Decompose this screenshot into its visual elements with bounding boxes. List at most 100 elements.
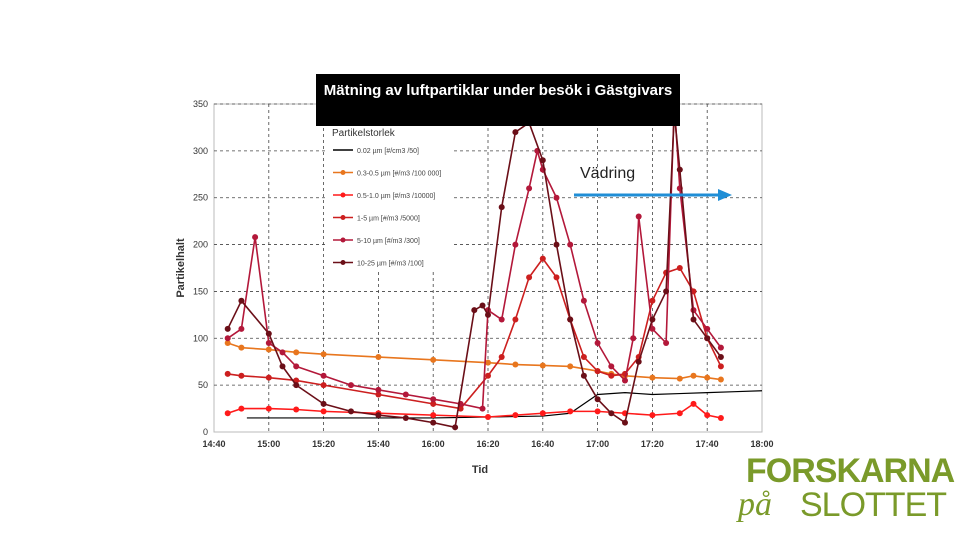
data-point	[704, 412, 711, 419]
data-point	[265, 330, 272, 337]
series-line	[246, 390, 763, 419]
data-point	[238, 297, 245, 304]
data-point	[430, 412, 437, 419]
x-tick-label: 15:40	[367, 439, 390, 449]
chart-legend: Partikelstorlek 0.02 µm [#/cm3 /50] 0.3-0…	[326, 122, 454, 270]
y-tick-label: 200	[193, 240, 208, 250]
data-point	[224, 339, 231, 346]
data-point	[608, 410, 615, 417]
data-point	[594, 339, 601, 346]
x-tick-label: 15:20	[312, 439, 335, 449]
series-layer	[224, 101, 763, 431]
data-point	[498, 354, 505, 361]
series-line	[227, 342, 722, 381]
y-axis-label: Partikelhalt	[175, 238, 187, 298]
x-tick-label: 16:00	[422, 439, 445, 449]
y-tick-label: 0	[203, 427, 208, 437]
series-line	[227, 403, 722, 419]
x-tick-label: 15:00	[257, 439, 280, 449]
series-1	[224, 339, 724, 383]
data-point	[238, 325, 245, 332]
data-point	[279, 349, 286, 356]
x-tick-label: 18:00	[750, 439, 773, 449]
x-tick-label: 17:20	[641, 439, 664, 449]
vadring-label: Vädring	[580, 165, 635, 182]
y-tick-label: 350	[193, 99, 208, 109]
data-point	[430, 419, 437, 426]
legend-marker	[340, 260, 346, 265]
data-point	[539, 410, 546, 417]
data-point	[375, 412, 382, 419]
y-tick-label: 300	[193, 146, 208, 156]
data-point	[485, 372, 491, 379]
data-point	[608, 363, 615, 370]
data-point	[320, 400, 327, 407]
data-point	[526, 274, 533, 281]
data-point	[649, 316, 656, 323]
data-point	[320, 351, 327, 358]
data-point	[498, 316, 505, 323]
data-point	[452, 424, 459, 431]
data-point	[676, 265, 683, 271]
y-tick-label: 250	[193, 193, 208, 203]
data-point	[320, 408, 327, 415]
legend-entry: 0.5-1.0 µm [#/m3 /10000]	[357, 193, 435, 200]
data-point	[265, 339, 272, 346]
data-point	[676, 375, 683, 382]
data-point	[539, 362, 546, 369]
vadring-annotation: Vädring	[574, 165, 732, 201]
x-axis-label: Tid	[472, 464, 488, 476]
series-line	[226, 112, 722, 429]
data-point	[630, 335, 637, 342]
data-point	[717, 354, 724, 361]
legend-marker	[340, 192, 346, 198]
data-point	[498, 204, 505, 211]
data-point	[649, 412, 656, 419]
series-line	[227, 257, 722, 410]
data-point	[402, 414, 409, 421]
legend-marker	[340, 237, 346, 243]
data-point	[293, 406, 300, 413]
data-point	[553, 194, 560, 201]
data-point	[265, 405, 272, 412]
legend-entry: 0.02 µm [#/cm3 /50]	[357, 148, 419, 155]
data-point	[649, 297, 656, 304]
data-point	[375, 386, 382, 393]
data-point	[348, 408, 354, 415]
data-point	[704, 335, 711, 342]
data-point	[567, 363, 574, 370]
data-point	[553, 274, 560, 281]
chart-axes: Partikelhalt Tid 0 50 100 150 200 250 300 350 14…	[175, 99, 774, 476]
data-point	[512, 412, 519, 419]
data-point	[512, 241, 519, 248]
data-point	[690, 316, 697, 323]
data-point	[320, 372, 327, 379]
x-tick-label: 14:40	[202, 439, 225, 449]
data-point	[539, 255, 546, 262]
data-point	[238, 405, 245, 412]
data-point	[512, 129, 519, 136]
legend-entry: 0.3-0.5 µm [#/m3 /100 000]	[357, 171, 441, 178]
data-point	[635, 358, 642, 365]
data-point	[485, 311, 491, 318]
data-point	[471, 307, 478, 314]
x-tick-label: 17:40	[696, 439, 719, 449]
data-point	[580, 372, 587, 379]
data-point	[567, 241, 574, 248]
data-point	[375, 354, 382, 361]
logo-line2b: SLOTTET	[800, 486, 947, 524]
data-point	[375, 391, 382, 398]
data-point	[402, 391, 409, 398]
series-line	[227, 103, 722, 410]
legend-marker	[340, 170, 346, 175]
data-point	[238, 344, 245, 351]
forskarna-logo: FORSKARNA på SLOTTET	[738, 452, 955, 528]
data-point	[238, 372, 245, 379]
data-point	[279, 363, 286, 370]
data-point	[430, 356, 437, 363]
data-point	[649, 374, 656, 381]
data-point	[224, 325, 231, 332]
series-5	[224, 110, 724, 431]
y-tick-label: 50	[198, 380, 208, 390]
